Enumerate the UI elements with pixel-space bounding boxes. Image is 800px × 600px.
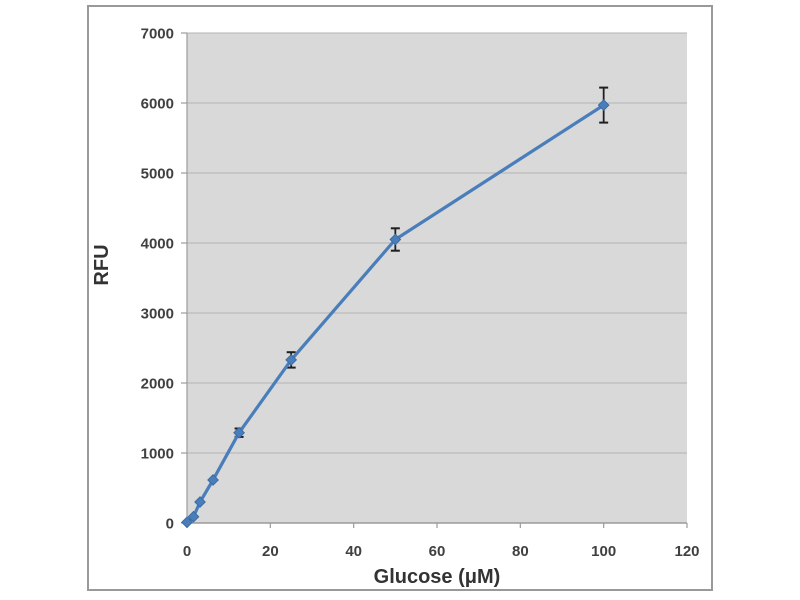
x-axis-title: Glucose (μM) <box>374 566 501 588</box>
y-tick-label: 1000 <box>141 446 174 463</box>
data-point-marker <box>285 353 298 366</box>
data-point-marker <box>597 99 610 112</box>
x-tick-labels: 0 20 40 60 80 100 120 <box>183 543 700 560</box>
x-tick-label: 0 <box>183 543 191 560</box>
data-point-marker <box>233 426 245 439</box>
x-tick-label: 120 <box>674 543 699 560</box>
y-tick-labels: 0 1000 2000 3000 4000 5000 6000 7000 <box>141 26 174 533</box>
y-tick-label: 3000 <box>141 306 174 323</box>
data-point-marker <box>181 516 193 529</box>
plot-area <box>187 33 687 523</box>
y-tick-label: 2000 <box>141 376 174 393</box>
x-tick-label: 60 <box>429 543 446 560</box>
x-tick-label: 20 <box>262 543 279 560</box>
x-tick-label: 100 <box>591 543 616 560</box>
y-tick-label: 6000 <box>141 96 174 113</box>
y-tick-label: 5000 <box>141 166 174 183</box>
y-tick-label: 0 <box>166 516 174 533</box>
data-point-marker <box>207 474 219 486</box>
data-point-marker <box>194 496 206 508</box>
data-point-marker <box>389 233 402 246</box>
x-tick-label: 80 <box>512 543 529 560</box>
data-point-marker <box>187 510 200 523</box>
y-axis-title: RFU <box>91 244 113 285</box>
x-tick-label: 40 <box>345 543 362 560</box>
markers <box>181 99 610 529</box>
y-tick-label: 7000 <box>141 26 174 43</box>
y-tick-label: 4000 <box>141 236 174 253</box>
